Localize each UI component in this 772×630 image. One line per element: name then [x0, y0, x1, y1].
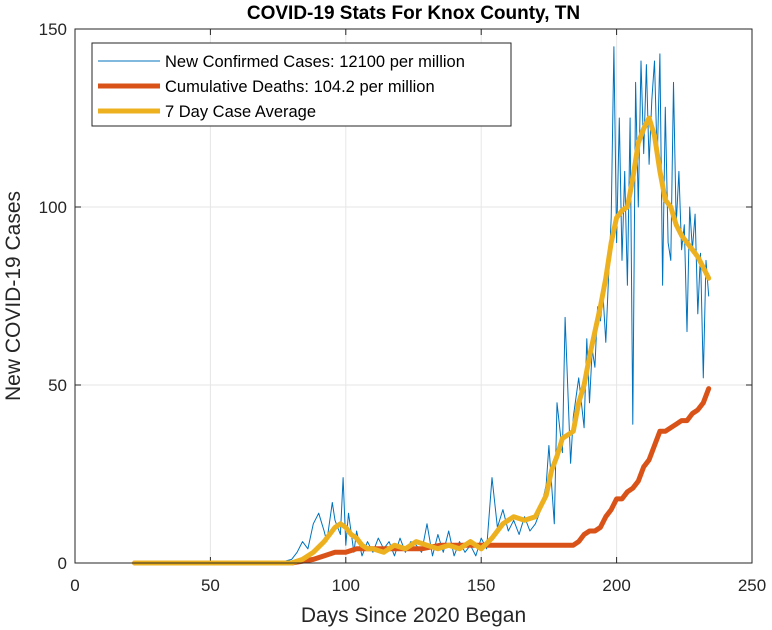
- y-tick-labels: 0 50 100 150: [39, 20, 67, 573]
- legend-label-new-cases: New Confirmed Cases: 12100 per million: [165, 53, 465, 71]
- legend-label-7-day-average: 7 Day Case Average: [165, 103, 316, 121]
- series-line-7-day-case-average: [132, 115, 712, 566]
- x-tick-label: 250: [738, 576, 766, 595]
- axes-box: [74, 28, 753, 564]
- x-tick-label: 100: [332, 576, 360, 595]
- y-tick-label: 0: [58, 554, 67, 573]
- legend: New Confirmed Cases: 12100 per million C…: [91, 42, 512, 127]
- y-tick-label: 150: [39, 20, 67, 39]
- x-tick-label: 150: [467, 576, 495, 595]
- chart-title: COVID-19 Stats For Knox County, TN: [247, 3, 580, 24]
- x-tick-labels: 0 50 100 150 200 250: [70, 576, 766, 595]
- y-tick-label: 100: [39, 198, 67, 217]
- x-tick-label: 50: [201, 576, 220, 595]
- legend-box: [91, 42, 512, 127]
- y-tick-label: 50: [48, 376, 67, 395]
- x-axis-label: Days Since 2020 Began: [301, 604, 526, 627]
- legend-label-deaths: Cumulative Deaths: 104.2 per million: [165, 78, 435, 96]
- series-layer: [132, 46, 712, 566]
- y-axis-label: New COVID-19 Cases: [2, 191, 25, 401]
- series-line-cumulative-deaths-104-2-per-million: [132, 386, 712, 566]
- x-tick-label: 200: [602, 576, 630, 595]
- x-tick-label: 0: [70, 576, 79, 595]
